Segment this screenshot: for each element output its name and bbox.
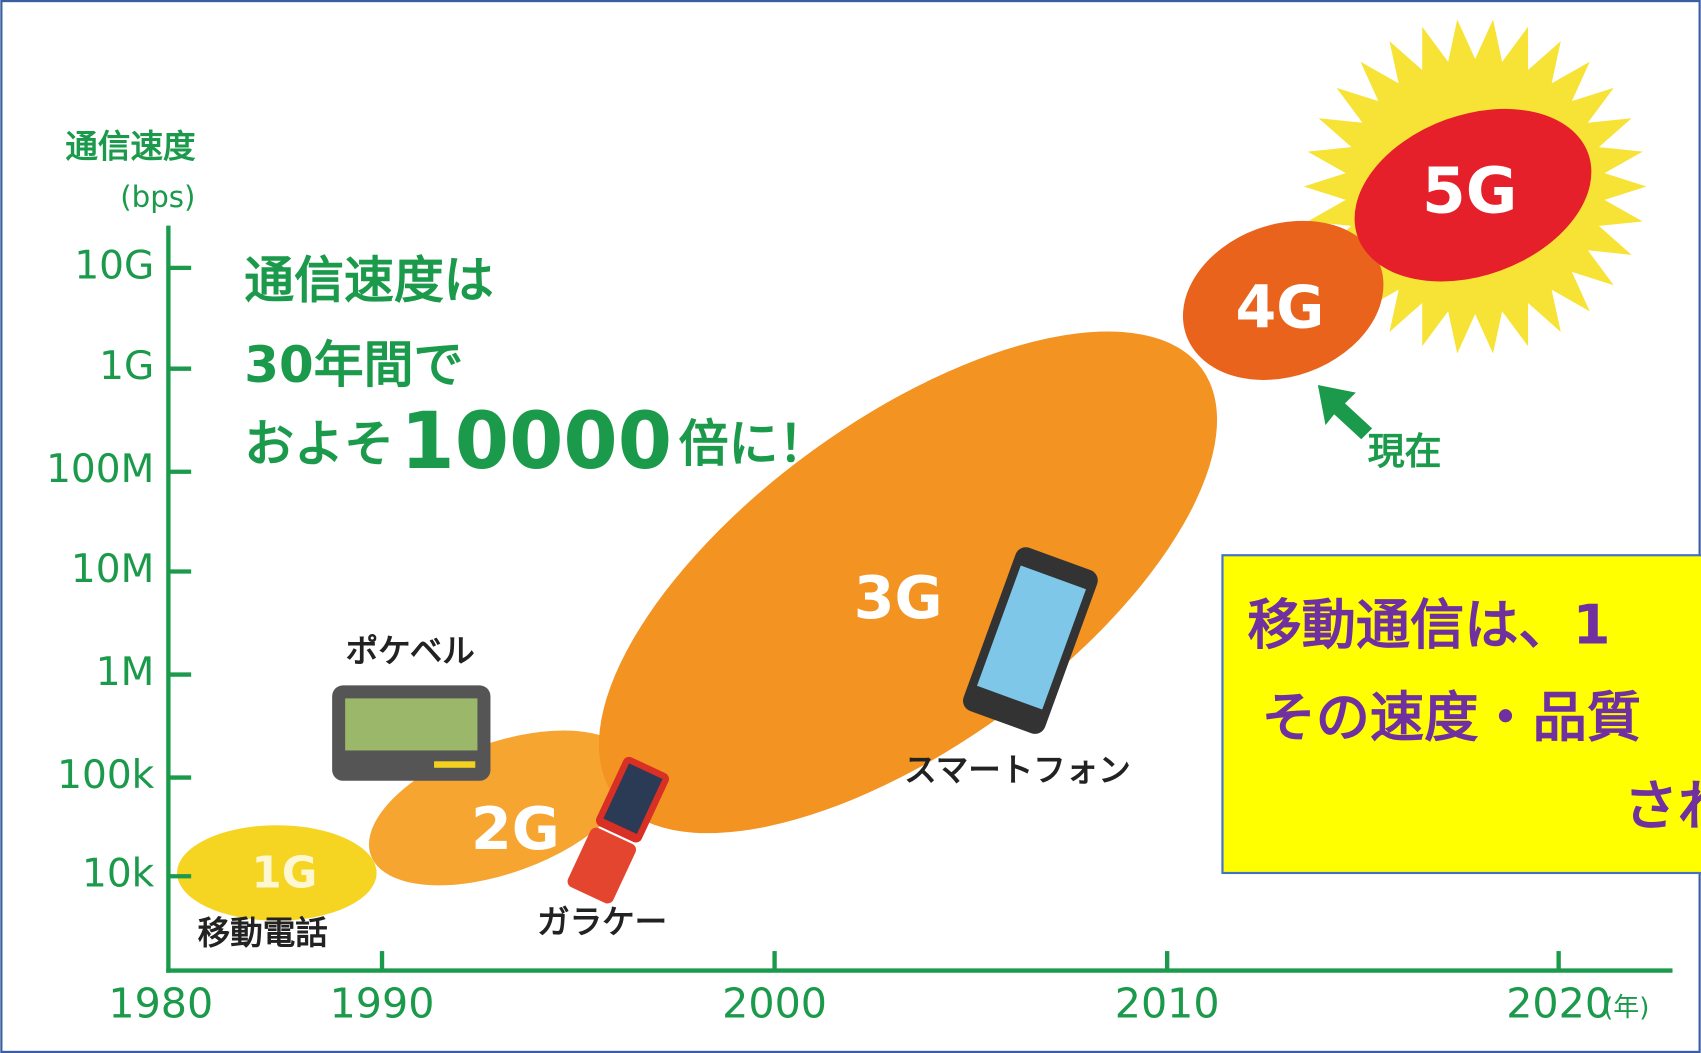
y-axis-unit: (bps)	[120, 180, 195, 214]
y-tick-label: 10M	[71, 547, 154, 592]
page: {"y_axis": {"title": "通信速度", "unit": "(b…	[0, 0, 1701, 1053]
device-label: スマートフォン	[904, 751, 1131, 789]
x-tick-label: 2000	[722, 979, 827, 1027]
y-tick-label: 100M	[46, 447, 154, 492]
generation-label: 1G	[252, 849, 318, 899]
headline-number: 10000	[400, 397, 672, 487]
generation-label: 2G	[471, 795, 560, 863]
device-label: ガラケー	[537, 903, 667, 941]
device-label: ポケベル	[346, 632, 475, 670]
y-tick-label: 10G	[74, 243, 154, 288]
x-tick-label: 2010	[1115, 979, 1220, 1027]
y-axis-title: 通信速度	[65, 128, 196, 166]
device-label: 移動電話	[198, 914, 328, 952]
generation-label: 4G	[1236, 273, 1325, 341]
headline-line: 通信速度は	[244, 252, 493, 310]
current-label: 現在	[1368, 430, 1442, 473]
x-tick-label: 1980	[108, 979, 213, 1027]
headline-suffix: 倍に！	[679, 414, 829, 472]
callout-line: その速度・品質	[1262, 686, 1642, 749]
x-tick-label: 2020	[1506, 979, 1611, 1027]
callout-line: 移動通信は、1	[1247, 594, 1610, 657]
generation-label: 3G	[854, 564, 943, 632]
infographic: 通信速度 (bps) 10G 1G 100M 10M 1M 100k 10k 1…	[0, 0, 1701, 1053]
callout-line: され	[1624, 775, 1701, 838]
x-axis-unit: (年)	[1603, 993, 1649, 1023]
y-tick-label: 1G	[99, 344, 154, 389]
generation-label: 5G	[1422, 154, 1517, 227]
y-tick-label: 100k	[57, 753, 154, 798]
y-tick-label: 10k	[82, 852, 155, 897]
pager-icon	[332, 685, 490, 780]
y-tick-label: 1M	[96, 650, 155, 695]
headline-prefix: およそ	[244, 414, 394, 472]
headline-line: 30年間で	[244, 336, 463, 394]
x-tick-label: 1990	[330, 979, 435, 1027]
